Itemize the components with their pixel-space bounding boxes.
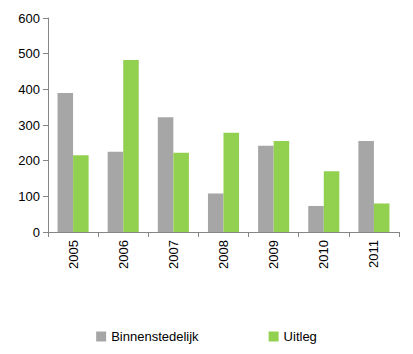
svg-text:2007: 2007 xyxy=(166,240,181,269)
svg-text:200: 200 xyxy=(18,153,40,168)
svg-text:400: 400 xyxy=(18,82,40,97)
svg-text:2011: 2011 xyxy=(366,240,381,268)
svg-text:2005: 2005 xyxy=(66,240,81,269)
svg-text:2009: 2009 xyxy=(266,240,281,269)
svg-text:2006: 2006 xyxy=(116,240,131,269)
svg-text:Binnenstedelijk: Binnenstedelijk xyxy=(111,329,199,344)
svg-text:0: 0 xyxy=(33,225,40,240)
svg-text:300: 300 xyxy=(18,118,40,133)
svg-text:2010: 2010 xyxy=(316,240,331,269)
svg-text:Uitleg: Uitleg xyxy=(284,329,317,344)
svg-text:600: 600 xyxy=(18,11,40,26)
svg-text:500: 500 xyxy=(18,46,40,61)
svg-text:100: 100 xyxy=(18,189,40,204)
svg-text:2008: 2008 xyxy=(216,240,231,269)
